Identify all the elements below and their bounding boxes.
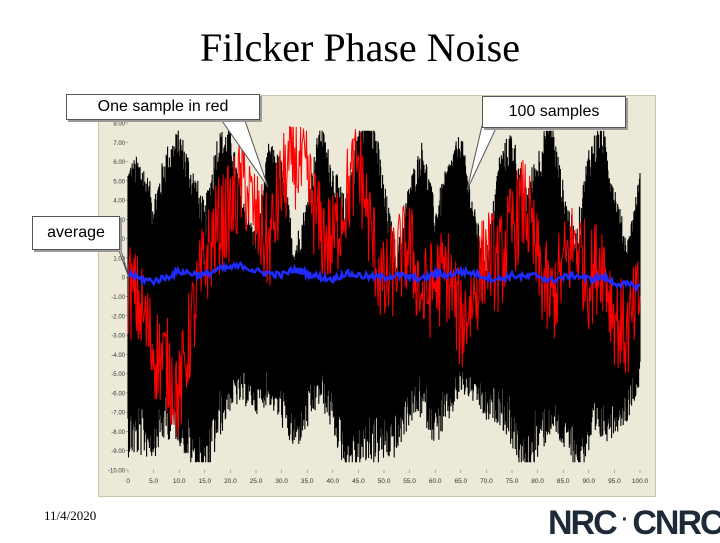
x-tick-label: 95.0 <box>608 478 621 485</box>
x-tick-label: 45.0 <box>352 478 365 485</box>
x-tick-label: 90.0 <box>582 478 595 485</box>
x-tick-label: 20.0 <box>224 478 237 485</box>
y-tick-label: 8.00 <box>113 122 125 128</box>
x-tick-label: 10.0 <box>173 478 186 485</box>
y-tick-label: 1.00 <box>113 256 125 262</box>
y-tick-label: -2.00 <box>111 314 125 320</box>
x-tick-label: 100.0 <box>632 478 649 485</box>
x-tick-label: 25.0 <box>250 478 263 485</box>
y-tick-label: -1.00 <box>111 295 125 301</box>
y-tick-label: 7.00 <box>113 141 125 147</box>
x-tick-label: 0 <box>126 478 130 485</box>
y-tick-label: -5.00 <box>111 372 125 378</box>
y-tick-label: -4.00 <box>111 353 125 359</box>
x-tick-label: 30.0 <box>275 478 288 485</box>
series-one-sample <box>127 126 641 438</box>
y-tick-label: -3.00 <box>111 334 125 340</box>
y-tick-label: -8.00 <box>111 430 125 436</box>
x-tick-label: 55.0 <box>403 478 416 485</box>
x-tick-label: 70.0 <box>480 478 493 485</box>
phase-noise-chart: 8.007.006.005.004.003.002.001.000-1.00-2… <box>108 114 649 485</box>
y-tick-label: 5.00 <box>113 179 125 185</box>
x-tick-label: 80.0 <box>531 478 544 485</box>
series-100-samples <box>127 130 641 463</box>
callout-average: average <box>32 216 120 250</box>
x-tick-label: 75.0 <box>506 478 519 485</box>
x-tick-label: 50.0 <box>378 478 391 485</box>
nrc-cnrc-logo: NRC · CNRC <box>548 504 720 542</box>
y-tick-label: 4.00 <box>113 199 125 205</box>
x-tick-label: 5.0 <box>149 478 158 485</box>
x-tick-label: 65.0 <box>454 478 467 485</box>
x-tick-label: 35.0 <box>301 478 314 485</box>
slide-date: 11/4/2020 <box>44 508 97 523</box>
x-tick-label: 60.0 <box>429 478 442 485</box>
series-average <box>127 260 641 293</box>
x-tick-label: 85.0 <box>557 478 570 485</box>
y-tick-label: 6.00 <box>113 160 125 166</box>
x-tick-label: 40.0 <box>326 478 339 485</box>
slide-title: Filcker Phase Noise <box>200 25 520 70</box>
y-tick-label: -7.00 <box>111 411 125 417</box>
callout-one-sample: One sample in red <box>66 94 260 120</box>
x-tick-label: 15.0 <box>198 478 211 485</box>
y-tick-label: 0 <box>122 276 126 282</box>
y-tick-label: -6.00 <box>111 391 125 397</box>
y-tick-label: -10.00 <box>108 469 126 475</box>
callout-100-samples: 100 samples <box>482 96 626 128</box>
y-tick-label: -9.00 <box>111 449 125 455</box>
